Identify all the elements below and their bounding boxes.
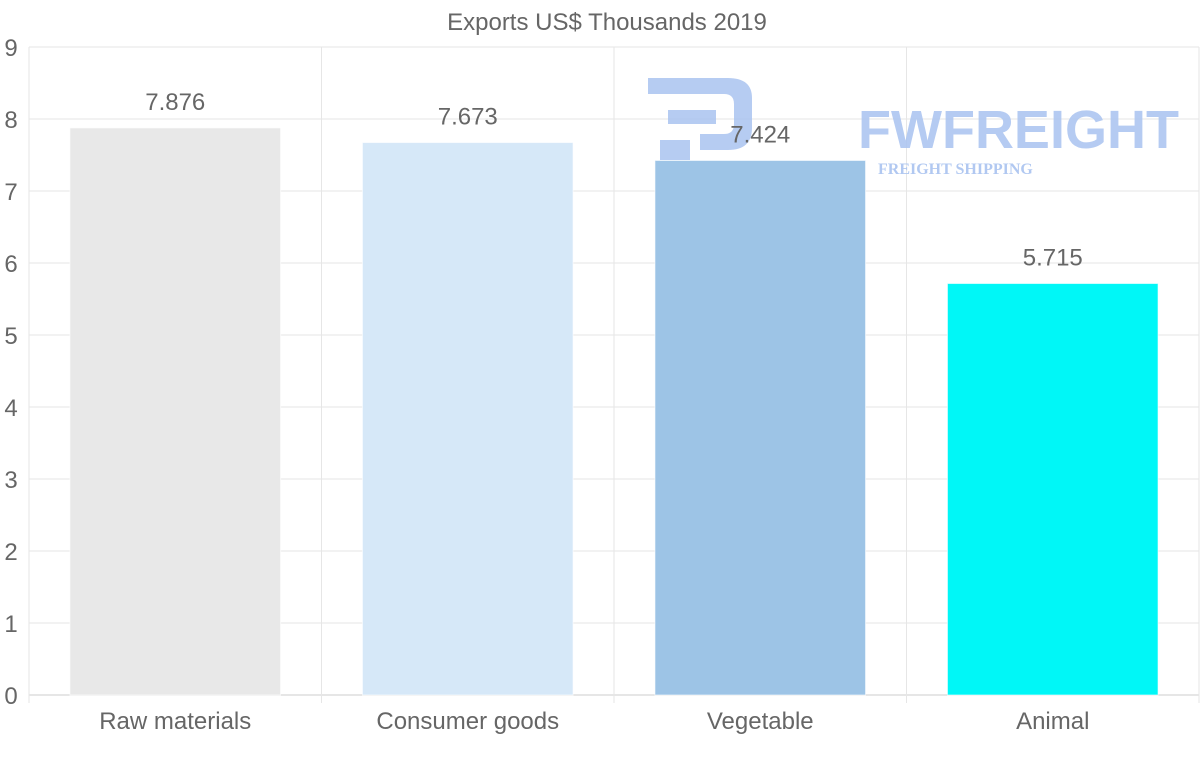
y-tick-label: 6: [4, 251, 17, 278]
y-tick-label: 2: [4, 539, 17, 566]
x-axis-categories: Raw materials Consumer goods Vegetable Anim…: [99, 708, 1089, 735]
y-tick-label: 3: [4, 467, 17, 494]
bar-value-label: 5.715: [1023, 245, 1083, 272]
x-category-label: Animal: [1016, 708, 1089, 735]
bar-animal[interactable]: [946, 283, 1159, 696]
bar-value-label: 7.424: [730, 121, 790, 148]
bars: [69, 127, 1159, 696]
y-tick-label: 5: [4, 323, 17, 350]
watermark-brand: FWFREIGHT: [858, 100, 1179, 160]
bar-vegetable[interactable]: [654, 159, 867, 696]
y-tick-label: 4: [4, 395, 17, 422]
y-axis-ticks: 0 1 2 3 4 5 6 7 8 9: [4, 35, 17, 710]
y-tick-label: 7: [4, 179, 17, 206]
bar-value-label: 7.673: [438, 104, 498, 131]
y-tick-label: 0: [4, 683, 17, 710]
bar-consumer-goods[interactable]: [361, 142, 574, 696]
x-category-label: Vegetable: [707, 708, 814, 735]
bar-value-label: 7.876: [145, 89, 205, 116]
y-tick-label: 8: [4, 107, 17, 134]
chart-title: Exports US$ Thousands 2019: [447, 9, 767, 36]
y-tick-label: 9: [4, 35, 17, 62]
bar-raw-materials[interactable]: [69, 127, 282, 696]
watermark-emblem-icon: [648, 78, 752, 160]
y-tick-label: 1: [4, 611, 17, 638]
x-category-label: Raw materials: [99, 708, 251, 735]
x-category-label: Consumer goods: [376, 708, 559, 735]
watermark-logo: FWFREIGHT FREIGHT SHIPPING: [648, 78, 1179, 178]
value-labels: 7.876 7.673 7.424 5.715: [145, 89, 1083, 272]
watermark-tagline: FREIGHT SHIPPING: [878, 161, 1033, 178]
